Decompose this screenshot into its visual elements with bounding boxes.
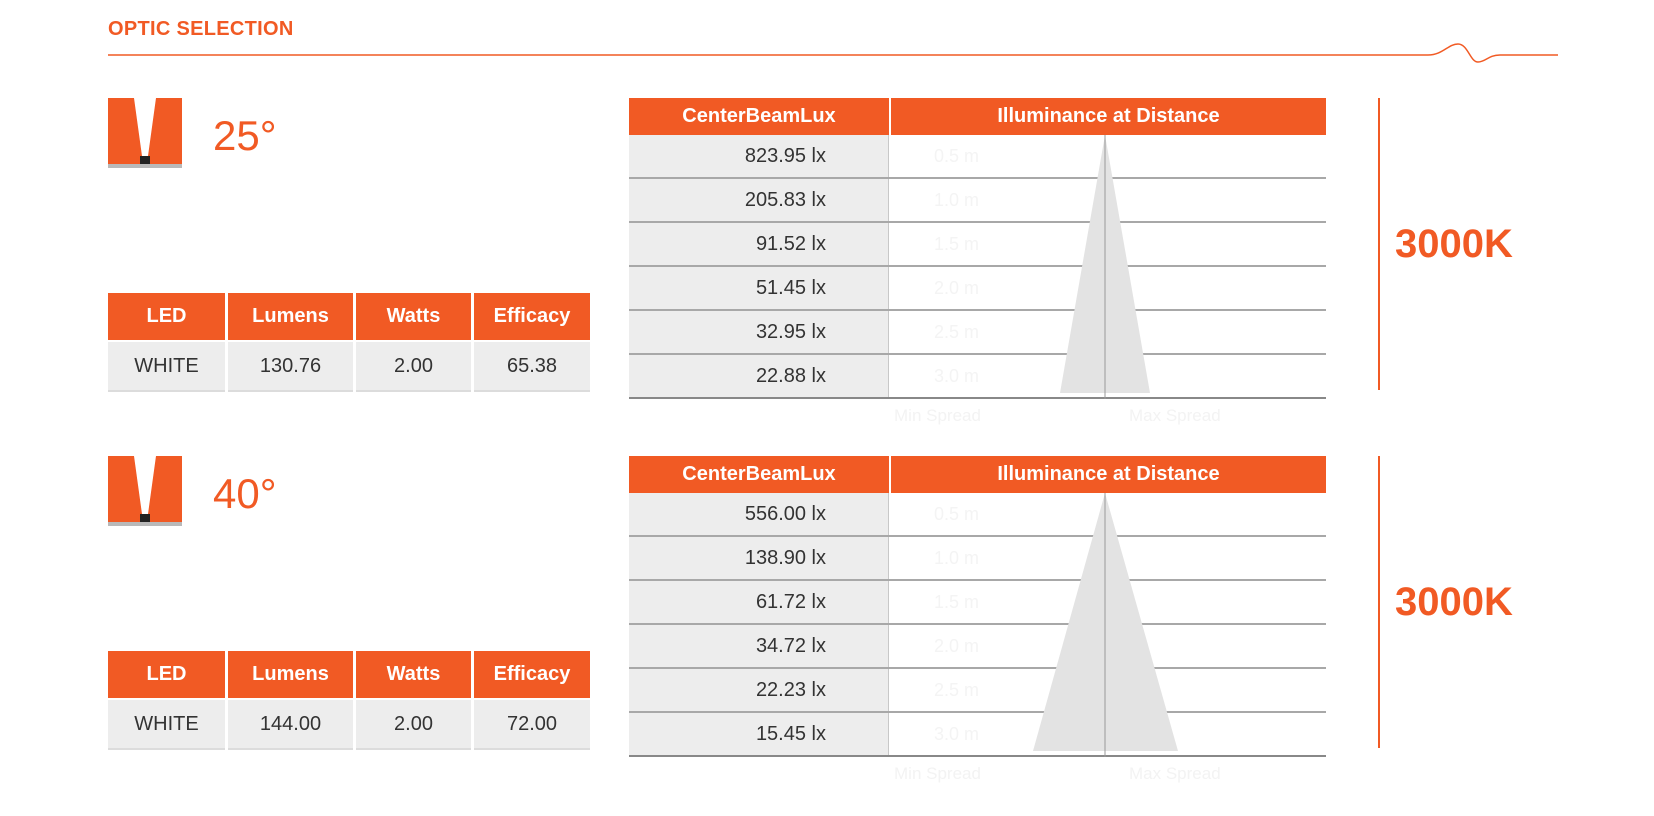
spec-watts: 2.00 [356, 340, 471, 392]
distance-label: 1.5 m [934, 233, 980, 254]
lux-header-center: CenterBeamLux [629, 98, 891, 135]
spec-efficacy: 72.00 [474, 698, 590, 750]
lux-row: 61.72 lx 1.5 m [629, 581, 1326, 625]
spec-header-led: LED [108, 651, 225, 698]
lux-value: 22.23 lx [629, 669, 889, 711]
lux-value: 61.72 lx [629, 581, 889, 623]
beam-angle: 40° [213, 470, 277, 517]
color-temperature: 3000K [1395, 222, 1513, 266]
lux-header-distance: Illuminance at Distance [891, 456, 1326, 493]
lux-row: 22.23 lx 2.5 m [629, 669, 1326, 713]
spec-header-watts: Watts [356, 651, 471, 698]
spec-header-efficacy: Efficacy [474, 651, 590, 698]
lux-row: 138.90 lx 1.0 m [629, 537, 1326, 581]
spec-table: LED Lumens Watts Efficacy WHITE 130.76 2… [105, 293, 593, 392]
lux-row: 34.72 lx 2.0 m [629, 625, 1326, 669]
distance-label: 0.5 m [934, 503, 980, 524]
distance-label: 2.5 m [934, 679, 980, 700]
lux-row: 205.83 lx 1.0 m [629, 179, 1326, 223]
lux-value: 205.83 lx [629, 179, 889, 221]
spec-efficacy: 65.38 [474, 340, 590, 392]
lux-value: 34.72 lx [629, 625, 889, 667]
optic-beam-icon [108, 98, 182, 168]
lux-value: 51.45 lx [629, 267, 889, 309]
spec-watts: 2.00 [356, 698, 471, 750]
distance-label: 2.0 m [934, 277, 980, 298]
lux-table: CenterBeamLux Illuminance at Distance 55… [629, 456, 1326, 783]
distance-label: 3.0 m [934, 365, 980, 386]
lux-row: 51.45 lx 2.0 m [629, 267, 1326, 311]
max-spread-label: Max Spread [1129, 764, 1221, 783]
distance-label: 1.5 m [934, 591, 980, 612]
lux-value: 91.52 lx [629, 223, 889, 265]
spec-table: LED Lumens Watts Efficacy WHITE 144.00 2… [105, 651, 593, 750]
optic-beam-icon [108, 456, 182, 526]
optic-section-40: 40° LED Lumens Watts Efficacy WHITE 144.… [0, 456, 1654, 816]
lux-row: 15.45 lx 3.0 m [629, 713, 1326, 757]
spec-header-efficacy: Efficacy [474, 293, 590, 340]
lux-row: 556.00 lx 0.5 m [629, 493, 1326, 537]
spec-lumens: 130.76 [228, 340, 353, 392]
max-spread-label: Max Spread [1129, 406, 1221, 425]
lux-value: 823.95 lx [629, 135, 889, 177]
distance-label: 0.5 m [934, 145, 980, 166]
optic-section-25: 25° LED Lumens Watts Efficacy WHITE 130.… [0, 98, 1654, 458]
lux-header-center: CenterBeamLux [629, 456, 891, 493]
min-spread-label: Min Spread [894, 406, 981, 425]
spec-header-led: LED [108, 293, 225, 340]
header-divider [108, 43, 1558, 63]
lux-table: CenterBeamLux Illuminance at Distance 82… [629, 98, 1326, 425]
distance-label: 3.0 m [934, 723, 980, 744]
lux-row: 22.88 lx 3.0 m [629, 355, 1326, 399]
lux-row: 91.52 lx 1.5 m [629, 223, 1326, 267]
lux-value: 22.88 lx [629, 355, 889, 397]
cct-divider [1378, 98, 1380, 390]
spec-header-lumens: Lumens [228, 651, 353, 698]
color-temperature: 3000K [1395, 580, 1513, 624]
lux-header-distance: Illuminance at Distance [891, 98, 1326, 135]
distance-label: 1.0 m [934, 547, 980, 568]
distance-label: 1.0 m [934, 189, 980, 210]
min-spread-label: Min Spread [894, 764, 981, 783]
beam-angle: 25° [213, 112, 277, 159]
spec-header-lumens: Lumens [228, 293, 353, 340]
distance-label: 2.0 m [934, 635, 980, 656]
lux-value: 15.45 lx [629, 713, 889, 755]
lux-row: 32.95 lx 2.5 m [629, 311, 1326, 355]
spec-led: WHITE [108, 698, 225, 750]
lux-row: 823.95 lx 0.5 m [629, 135, 1326, 179]
spec-led: WHITE [108, 340, 225, 392]
spec-lumens: 144.00 [228, 698, 353, 750]
distance-label: 2.5 m [934, 321, 980, 342]
lux-value: 138.90 lx [629, 537, 889, 579]
spec-header-watts: Watts [356, 293, 471, 340]
lux-value: 556.00 lx [629, 493, 889, 535]
header-title: OPTIC SELECTION [108, 18, 294, 40]
cct-divider [1378, 456, 1380, 748]
lux-value: 32.95 lx [629, 311, 889, 353]
